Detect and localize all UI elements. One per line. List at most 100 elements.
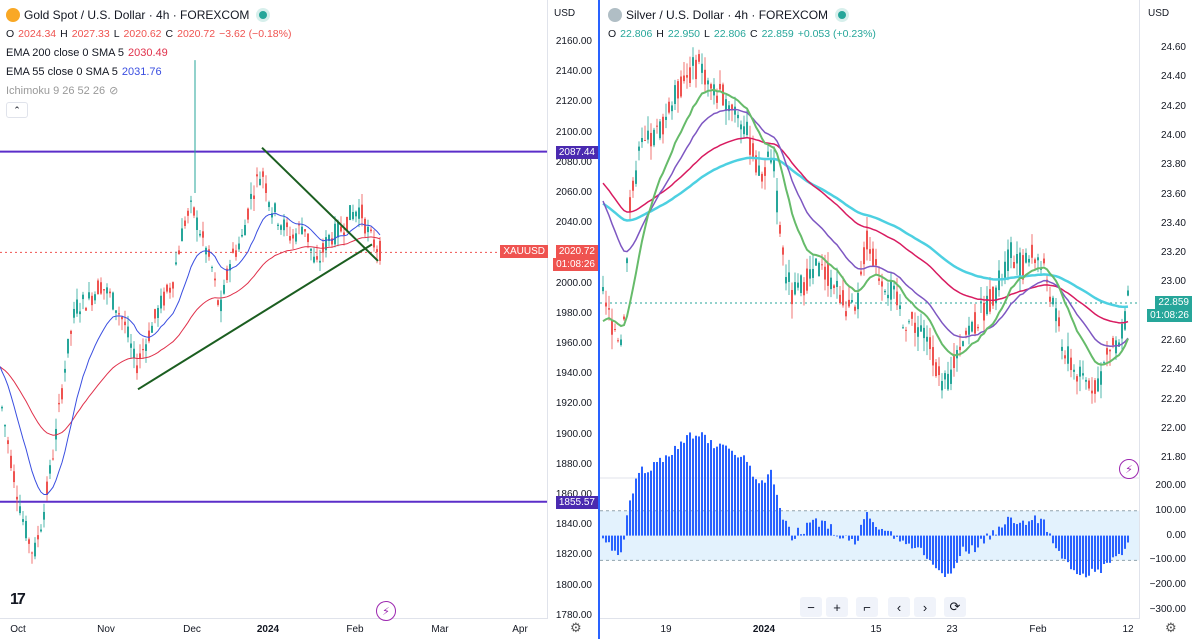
silver-price-tick: 23.60: [1160, 188, 1186, 200]
gold-price-tick: 1920.00: [555, 398, 592, 410]
gold-currency-label[interactable]: USD: [554, 8, 576, 19]
scroll-right-button[interactable]: ›: [914, 597, 936, 617]
eye-hidden-icon[interactable]: ⊘: [109, 84, 119, 97]
ema55-legend[interactable]: EMA 55 close 0 SMA 5 2031.76: [6, 65, 162, 78]
gold-price-chart[interactable]: [0, 0, 548, 619]
oscillator-bar: [965, 535, 967, 552]
oscillator-bar: [674, 445, 676, 536]
gold-candle-body: [121, 316, 123, 320]
zoom-in-button[interactable]: +: [826, 597, 848, 617]
oscillator-bar: [728, 448, 730, 536]
collapse-legend-button[interactable]: ⌃: [6, 101, 28, 118]
silver-candle-body: [614, 328, 616, 330]
silver-ma-cyan-line[interactable]: [602, 156, 1129, 309]
oscillator-bar: [875, 526, 877, 536]
oscillator-bar: [1115, 535, 1117, 557]
silver-price-chart[interactable]: [600, 0, 1140, 619]
silver-candle-body: [635, 170, 637, 184]
gold-candle-body: [343, 232, 345, 236]
gold-candle-body: [244, 224, 246, 236]
oscillator-bar: [719, 443, 721, 536]
silver-candle-body: [875, 259, 877, 266]
silver-candle-body: [869, 249, 871, 254]
silver-candle-body: [851, 300, 853, 303]
silver-candle-body: [1049, 296, 1051, 302]
silver-candle-body: [818, 262, 820, 277]
tradingview-logo: 17: [10, 591, 26, 608]
silver-candle-body: [638, 146, 640, 151]
silver-candle-body: [650, 132, 652, 147]
gold-countdown-tag: 01:08:26: [553, 258, 598, 272]
ema55-value: 2031.76: [121, 65, 162, 78]
oscillator-bar: [1064, 535, 1066, 560]
oscillator-bar: [665, 455, 667, 536]
gold-candle-body: [229, 264, 231, 271]
gold-candle-body: [52, 458, 54, 460]
gold-time-tick: 2024: [256, 624, 280, 635]
descending-trendline[interactable]: [261, 146, 379, 262]
silver-candle-body: [830, 277, 832, 290]
silver-candle-body: [719, 83, 721, 90]
ascending-trendline[interactable]: [137, 243, 373, 391]
silver-candle-body: [974, 312, 976, 334]
oscillator-bar: [671, 454, 673, 536]
silver-candle-body: [902, 327, 904, 329]
ema200-legend[interactable]: EMA 200 close 0 SMA 5 2030.49: [6, 46, 168, 59]
silver-settings-gear-icon[interactable]: ⚙: [1165, 620, 1177, 635]
silver-candle-body: [728, 105, 730, 112]
silver-candle-body: [1112, 337, 1114, 346]
gold-price-axis[interactable]: USD 2160.00 2140.00 2120.00 2100.00 2080.00 2…: [547, 0, 598, 621]
gold-time-axis[interactable]: Oct Nov Dec 2024 Feb Mar Apr: [0, 618, 548, 639]
pane-divider[interactable]: [598, 0, 600, 639]
gold-candle-body: [190, 200, 192, 202]
silver-candle-body: [743, 126, 745, 135]
silver-candle-body: [644, 140, 646, 142]
gold-symbol-icon: [6, 7, 20, 22]
silver-title[interactable]: Silver / U.S. Dollar · 4h · FOREXCOM: [626, 7, 829, 22]
oscillator-tick: 0.00: [1166, 529, 1186, 541]
gold-title[interactable]: Gold Spot / U.S. Dollar · 4h · FOREXCOM: [24, 7, 250, 22]
silver-time-axis[interactable]: 19 2024 15 23 Feb 12: [600, 618, 1140, 639]
silver-price-tick: 23.40: [1160, 217, 1186, 229]
silver-candle-body: [758, 165, 760, 176]
oscillator-bar: [821, 520, 823, 536]
silver-candle-body: [926, 336, 928, 342]
oscillator-bar: [1061, 535, 1063, 559]
gold-alert-bolt-icon[interactable]: ⚡: [376, 601, 396, 621]
oscillator-bar: [797, 527, 799, 536]
reset-chart-button[interactable]: ⟳: [944, 597, 966, 617]
silver-alert-bolt-icon[interactable]: ⚡: [1119, 459, 1139, 479]
gold-chart-pane[interactable]: Gold Spot / U.S. Dollar · 4h · FOREXCOM …: [0, 0, 598, 639]
gold-candle-body: [316, 256, 318, 260]
oscillator-bar: [980, 535, 982, 539]
oscillator-bar: [881, 528, 883, 536]
oscillator-bar: [995, 534, 997, 536]
ichimoku-legend[interactable]: Ichimoku 9 26 52 26 ⊘: [6, 84, 119, 97]
silver-ma-purple-line[interactable]: [602, 108, 1129, 347]
gold-candle-body: [85, 307, 87, 311]
ema200-line[interactable]: [0, 236, 381, 436]
zoom-out-button[interactable]: −: [800, 597, 822, 617]
gold-price-tick: 2140.00: [555, 66, 592, 78]
oscillator-bar: [893, 535, 895, 539]
silver-candle-body: [707, 80, 709, 85]
silver-candle-body: [932, 347, 934, 366]
silver-ma-red-line[interactable]: [602, 136, 1129, 324]
gold-candle-body: [10, 455, 12, 469]
silver-candle-body: [986, 295, 988, 315]
reset-scale-button[interactable]: ⌐: [856, 597, 878, 617]
oscillator-bar: [686, 435, 688, 536]
scroll-left-button[interactable]: ‹: [888, 597, 910, 617]
gold-settings-gear-icon[interactable]: ⚙: [570, 620, 582, 635]
silver-chart-pane[interactable]: Silver / U.S. Dollar · 4h · FOREXCOM O 22…: [600, 0, 1192, 639]
silver-candle-body: [662, 116, 664, 135]
ema55-line[interactable]: [0, 212, 381, 495]
silver-currency-label[interactable]: USD: [1148, 8, 1170, 19]
silver-price-axis[interactable]: USD 24.60 24.40 24.20 24.00 23.80 23.60 23.40 2…: [1139, 0, 1192, 620]
silver-candle-body: [1070, 357, 1072, 371]
silver-candle-body: [866, 230, 868, 250]
silver-ma-green-line[interactable]: [602, 88, 1129, 366]
gold-high: 2027.33: [71, 27, 110, 40]
oscillator-bar: [761, 480, 763, 536]
oscillator-bar: [1076, 535, 1078, 575]
